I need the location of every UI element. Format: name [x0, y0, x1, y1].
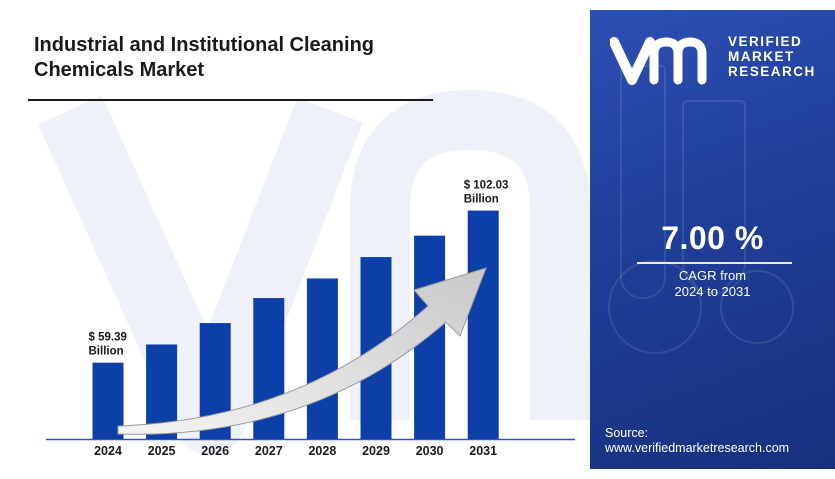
brand-logo: VERIFIED MARKET RESEARCH ®: [610, 32, 830, 92]
logo-line: RESEARCH: [728, 64, 816, 79]
source-note: Source: www.verifiedmarketresearch.com: [605, 426, 789, 456]
source-url: www.verifiedmarketresearch.com: [605, 441, 790, 455]
chart-panel: 2024 2025 2026 2027 2028 2029 2030 2031 $ 59.39 B…: [28, 34, 590, 458]
watermark-shape: [350, 89, 590, 420]
cagr-label-line: CAGR from: [678, 268, 747, 283]
x-tick-label: 2030: [416, 444, 444, 458]
data-label: $ 59.39: [89, 332, 127, 344]
x-tick-label: 2024: [94, 444, 122, 458]
x-tick-label: 2027: [255, 444, 283, 458]
bar: [467, 210, 499, 439]
source-label: Source:: [605, 426, 649, 440]
flask-decoration: [720, 270, 794, 344]
logo-line: VERIFIED: [728, 34, 803, 49]
title-underline: [28, 99, 433, 101]
x-tick-label: 2029: [362, 444, 390, 458]
data-label: Billion: [89, 346, 124, 358]
bar: [306, 278, 338, 439]
vmr-logo-icon: [610, 37, 707, 85]
logo-line: MARKET: [728, 49, 795, 64]
trend-arrow: [117, 267, 487, 435]
x-tick-label: 2026: [201, 444, 229, 458]
x-tick-label: 2031: [469, 444, 497, 458]
data-label: Billion: [464, 194, 499, 206]
logo-wordmark: VERIFIED MARKET RESEARCH: [728, 34, 816, 79]
flask-decoration: [608, 260, 702, 354]
cagr-divider: [637, 262, 792, 264]
bar-chart: 2024 2025 2026 2027 2028 2029 2030 2031 $ 59.39 B…: [38, 89, 590, 458]
flask-decoration: [682, 100, 746, 294]
summary-panel: VERIFIED MARKET RESEARCH ® 7.00 % CAGR f…: [590, 10, 835, 469]
cagr-value: 7.00 %: [661, 220, 764, 256]
x-tick-label: 2025: [148, 444, 176, 458]
x-tick-label: 2028: [308, 444, 336, 458]
cagr-label-line: 2024 to 2031: [674, 284, 751, 299]
chart-title: Industrial and Institutional Cleaning Ch…: [34, 34, 375, 81]
data-label: $ 102.03: [464, 180, 509, 192]
cagr-label: CAGR from 2024 to 2031: [590, 268, 835, 300]
